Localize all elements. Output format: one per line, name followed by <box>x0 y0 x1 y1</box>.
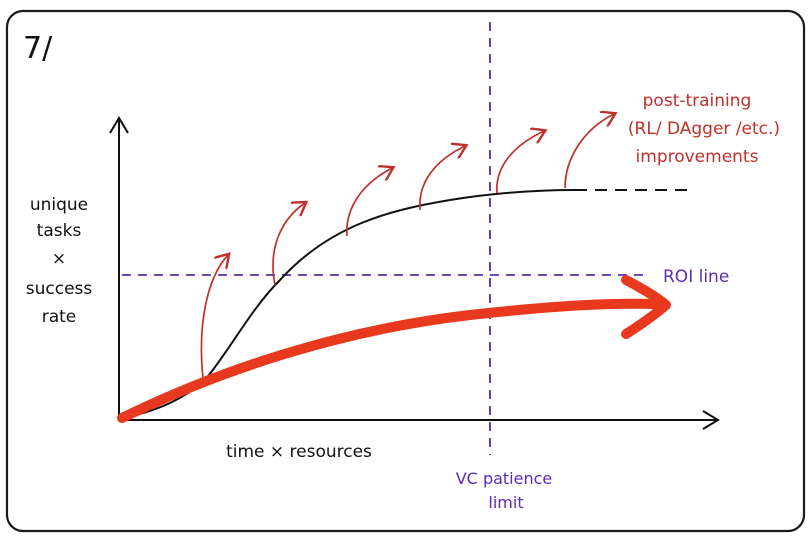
post-training-line2: (RL/ DAgger /etc.) <box>628 119 780 139</box>
y-label-line2: tasks <box>37 221 82 241</box>
y-label-line5: rate <box>42 307 77 327</box>
x-axis-label: time × resources <box>226 442 372 462</box>
roi-label: ROI line <box>663 267 729 287</box>
y-axis-arrowhead <box>109 116 129 134</box>
x-axis-arrowhead <box>702 410 720 430</box>
post-training-line1: post-training <box>643 91 752 111</box>
thick-red-arrowhead <box>621 275 671 339</box>
y-label-line1: unique <box>30 195 88 215</box>
outer-frame <box>5 9 806 533</box>
y-label-line4: success <box>26 279 93 299</box>
improvement-arrow-6 <box>564 114 614 189</box>
improvement-arrow-2 <box>272 203 305 286</box>
axes <box>109 116 720 430</box>
post-training-line3: improvements <box>636 147 759 167</box>
vc-label-line1: VC patience <box>456 469 553 488</box>
y-label-line3: × <box>52 249 66 269</box>
improvement-arrows <box>200 114 614 379</box>
improvement-arrow-1 <box>200 255 228 379</box>
post-training-label: post-training (RL/ DAgger /etc.) improve… <box>628 91 780 167</box>
y-axis-label: unique tasks × success rate <box>26 195 93 327</box>
improvement-arrow-5 <box>496 131 544 194</box>
improvement-arrow-3 <box>346 168 392 237</box>
slide-number: 7/ <box>23 31 53 66</box>
improvement-arrow-4 <box>419 146 465 211</box>
thick-red-curve <box>117 298 661 423</box>
vc-label-line2: limit <box>488 493 523 512</box>
